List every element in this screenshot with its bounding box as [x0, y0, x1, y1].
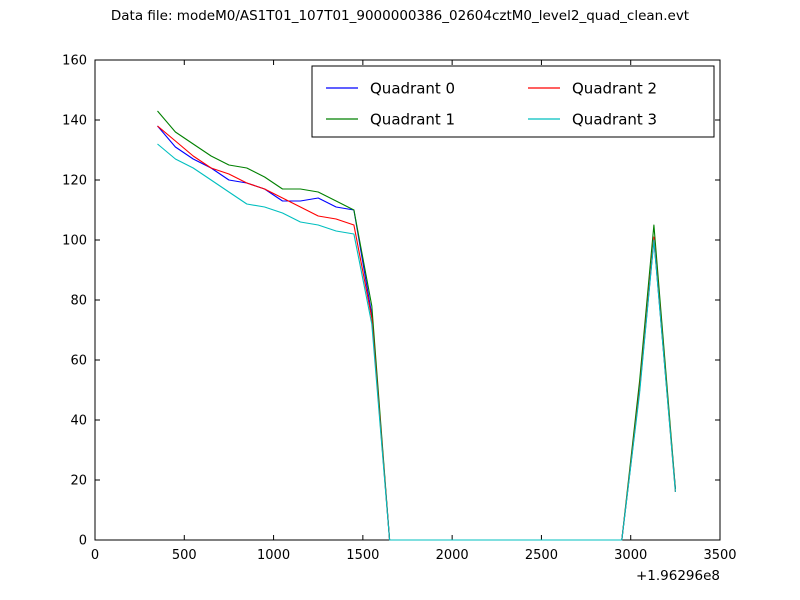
y-axis-tick-label: 160 [62, 54, 87, 69]
legend-label-3: Quadrant 3 [572, 111, 657, 129]
series-line-quadrant-1 [157, 110, 676, 541]
y-axis-tick-label: 140 [62, 114, 87, 129]
y-axis-tick-label: 120 [62, 174, 87, 189]
series-line-quadrant-2 [157, 125, 676, 541]
x-axis-tick-label: 3500 [703, 548, 736, 563]
chart-title: Data file: modeM0/AS1T01_107T01_90000003… [110, 8, 690, 24]
x-axis-tick-label: 500 [172, 548, 197, 563]
legend-label-2: Quadrant 2 [572, 80, 657, 98]
legend-label-1: Quadrant 1 [370, 111, 455, 129]
x-axis-tick-label: 3000 [614, 548, 647, 563]
x-axis-tick-label: 0 [91, 548, 99, 563]
legend-box [311, 65, 715, 138]
x-axis-tick-label: 1500 [346, 548, 379, 563]
y-axis-tick-label: 80 [70, 294, 87, 309]
x-axis-tick-label: 2500 [525, 548, 558, 563]
y-axis-tick-label: 20 [70, 474, 87, 489]
series-line-quadrant-0 [157, 125, 676, 541]
y-axis-tick-label: 60 [70, 354, 87, 369]
legend-label-0: Quadrant 0 [370, 80, 455, 98]
x-axis-tick-label: 1000 [257, 548, 290, 563]
y-axis-tick-label: 40 [70, 414, 87, 429]
y-axis-tick-label: 100 [62, 234, 87, 249]
y-axis-tick-label: 0 [79, 534, 87, 549]
x-axis-offset-label: +1.96296e8 [636, 568, 720, 584]
series-line-quadrant-3 [157, 143, 676, 541]
x-axis-tick-label: 2000 [436, 548, 469, 563]
